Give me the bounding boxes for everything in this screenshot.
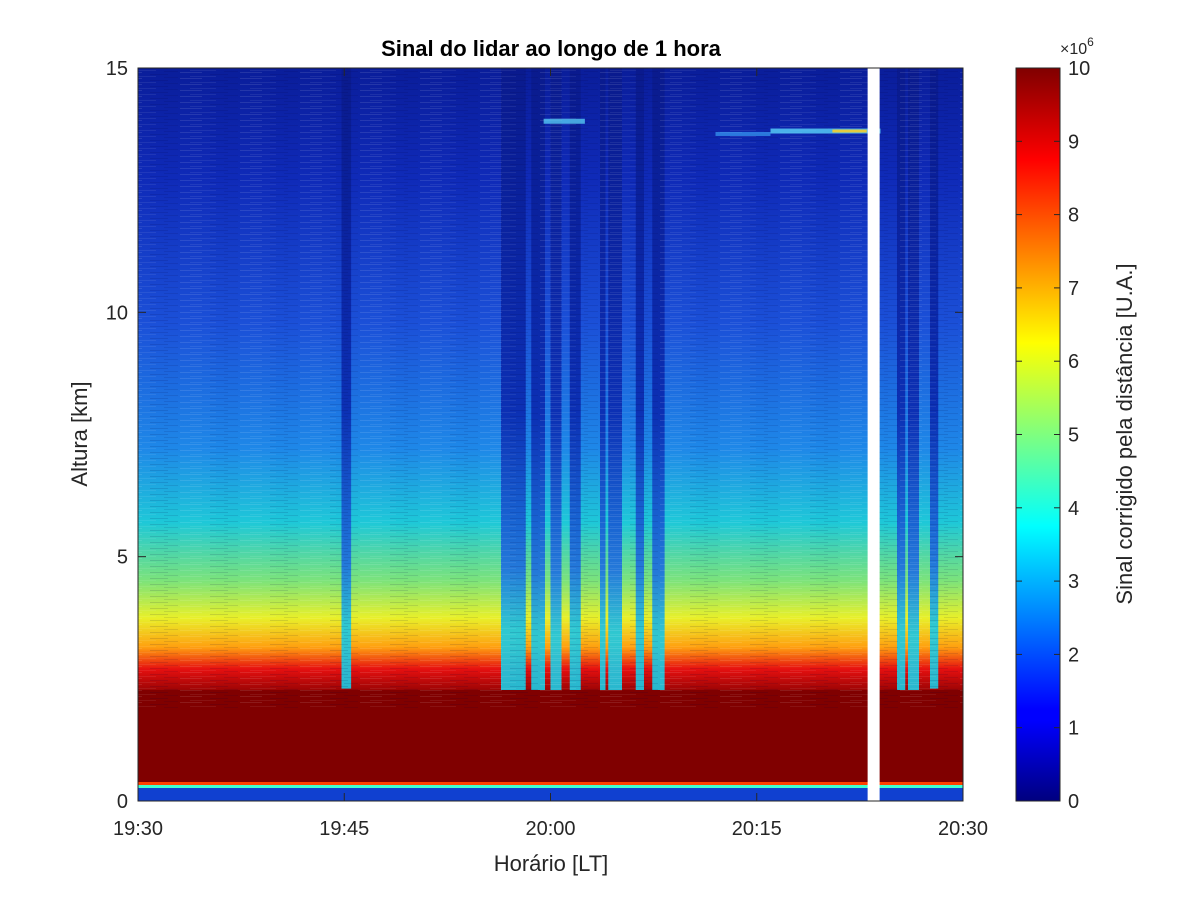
x-tick-label: 19:45 — [319, 818, 369, 840]
x-axis-label: Horário [LT] — [494, 851, 609, 876]
cirrus-core — [832, 129, 867, 133]
y-tick-label: 0 — [117, 791, 128, 813]
cirrus-layer — [543, 118, 881, 136]
missing-data-gap — [867, 68, 880, 801]
y-axis-label: Altura [km] — [67, 381, 92, 486]
colorbar-multiplier-base: ×10 — [1060, 41, 1087, 58]
colorbar-multiplier: ×106 — [1060, 35, 1094, 58]
colorbar-multiplier-exponent: 6 — [1087, 35, 1094, 49]
colorbar-label: Sinal corrigido pela distância [U.A.] — [1112, 263, 1137, 604]
cirrus-patch — [715, 131, 771, 136]
colorbar-tick-label: 0 — [1068, 791, 1079, 813]
colorbar-tick-label: 5 — [1068, 425, 1079, 447]
colorbar-tick-label: 4 — [1068, 498, 1079, 520]
x-axis: 19:30 19:45 20:00 20:15 20:30 — [113, 68, 988, 840]
colorbar — [1015, 67, 1061, 802]
y-tick-label: 5 — [117, 547, 128, 569]
surface-band-cyan — [138, 785, 963, 788]
colorbar-tick-label: 2 — [1068, 644, 1079, 666]
y-tick-label: 10 — [106, 302, 128, 324]
y-tick-label: 15 — [106, 58, 128, 80]
x-tick-label: 19:30 — [113, 818, 163, 840]
noise-overlay — [138, 68, 963, 708]
chart-title: Sinal do lidar ao longo de 1 hora — [381, 36, 722, 61]
colorbar-ticks: 0 1 2 3 4 5 6 7 8 9 10 — [1016, 58, 1090, 813]
surface-band-red — [138, 782, 963, 785]
colorbar-tick-label: 10 — [1068, 58, 1090, 80]
cirrus-patch — [543, 118, 585, 124]
colorbar-tick-label: 6 — [1068, 351, 1079, 373]
colorbar-tick-label: 7 — [1068, 278, 1079, 300]
x-tick-label: 20:15 — [732, 818, 782, 840]
y-axis: 0 5 10 15 — [106, 58, 963, 813]
colorbar-tick-label: 3 — [1068, 571, 1079, 593]
colorbar-tick-label: 8 — [1068, 205, 1079, 227]
colorbar-tick-label: 1 — [1068, 718, 1079, 740]
x-tick-label: 20:30 — [938, 818, 988, 840]
missing-data-gaps — [867, 68, 880, 801]
plot-area — [138, 68, 963, 801]
x-tick-label: 20:00 — [525, 818, 575, 840]
colorbar-tick-label: 9 — [1068, 131, 1079, 153]
cirrus-band — [770, 128, 881, 134]
